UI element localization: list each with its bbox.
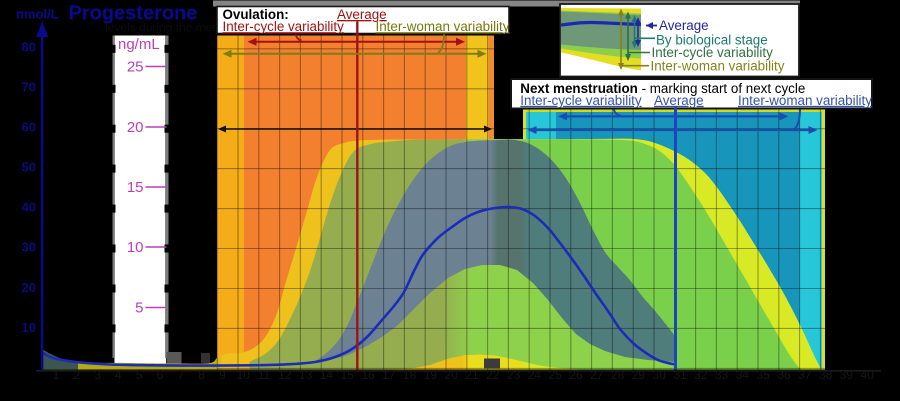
svg-text:Inter-woman variability: Inter-woman variability <box>376 19 510 34</box>
svg-text:6: 6 <box>157 368 164 382</box>
svg-text:30: 30 <box>22 240 36 255</box>
svg-text:By biological stage: By biological stage <box>656 32 768 47</box>
svg-text:20: 20 <box>445 368 459 382</box>
svg-text:17: 17 <box>382 368 396 382</box>
svg-text:40: 40 <box>22 200 36 215</box>
svg-text:3: 3 <box>94 368 101 382</box>
svg-text:25: 25 <box>127 59 144 76</box>
svg-text:70: 70 <box>22 80 36 95</box>
svg-text:36: 36 <box>777 368 791 382</box>
svg-text:28: 28 <box>611 368 625 382</box>
svg-text:20: 20 <box>127 119 144 136</box>
svg-text:Inter-cycle variability: Inter-cycle variability <box>652 45 774 60</box>
svg-text:38: 38 <box>819 368 833 382</box>
svg-text:ng/mL: ng/mL <box>118 36 160 53</box>
svg-text:35: 35 <box>757 368 771 382</box>
svg-text:32: 32 <box>694 368 708 382</box>
svg-text:33: 33 <box>715 368 729 382</box>
svg-text:Average: Average <box>654 93 704 108</box>
svg-text:11: 11 <box>258 368 271 382</box>
svg-text:12: 12 <box>278 368 292 382</box>
svg-text:Next menstruation - marking st: Next menstruation - marking start of nex… <box>520 81 805 96</box>
svg-text:Inter-woman variability: Inter-woman variability <box>738 93 872 108</box>
svg-text:nmol/L: nmol/L <box>16 7 59 22</box>
svg-text:80: 80 <box>22 40 36 55</box>
svg-text:15: 15 <box>341 368 355 382</box>
svg-text:Progesterone: Progesterone <box>69 3 198 25</box>
svg-text:1: 1 <box>53 368 60 382</box>
svg-text:18: 18 <box>403 368 417 382</box>
svg-text:Ovulation:: Ovulation: <box>223 7 289 22</box>
svg-text:16: 16 <box>361 368 375 382</box>
svg-text:Average: Average <box>659 18 709 33</box>
svg-text:2: 2 <box>73 368 80 382</box>
svg-text:25: 25 <box>549 368 563 382</box>
svg-text:13: 13 <box>299 368 313 382</box>
svg-text:10: 10 <box>22 320 36 335</box>
svg-text:9: 9 <box>219 368 226 382</box>
svg-text:Inter-cycle variability: Inter-cycle variability <box>520 93 642 108</box>
svg-text:10: 10 <box>237 368 251 382</box>
svg-text:14: 14 <box>320 368 334 382</box>
svg-text:22: 22 <box>486 368 500 382</box>
svg-text:4: 4 <box>115 368 122 382</box>
svg-text:21: 21 <box>465 368 479 382</box>
svg-text:5: 5 <box>136 368 143 382</box>
svg-text:60: 60 <box>22 120 36 135</box>
svg-text:Inter-woman variability: Inter-woman variability <box>651 58 785 73</box>
svg-text:Inter-cycle variability: Inter-cycle variability <box>223 19 345 34</box>
svg-text:10: 10 <box>127 239 144 256</box>
svg-text:37: 37 <box>798 368 812 382</box>
svg-text:20: 20 <box>22 280 36 295</box>
svg-text:50: 50 <box>22 160 36 175</box>
svg-text:24: 24 <box>528 368 542 382</box>
svg-text:15: 15 <box>127 179 144 196</box>
svg-text:19: 19 <box>424 368 438 382</box>
svg-text:39: 39 <box>840 368 854 382</box>
svg-text:29: 29 <box>632 368 646 382</box>
svg-text:26: 26 <box>569 368 583 382</box>
svg-text:23: 23 <box>507 368 521 382</box>
svg-text:34: 34 <box>736 368 750 382</box>
svg-text:40: 40 <box>861 368 875 382</box>
svg-text:30: 30 <box>653 368 667 382</box>
svg-text:27: 27 <box>590 368 604 382</box>
svg-text:7: 7 <box>177 368 184 382</box>
svg-text:5: 5 <box>135 300 143 317</box>
svg-text:8: 8 <box>198 368 205 382</box>
svg-text:31: 31 <box>673 368 687 382</box>
svg-text:Average: Average <box>337 7 387 22</box>
